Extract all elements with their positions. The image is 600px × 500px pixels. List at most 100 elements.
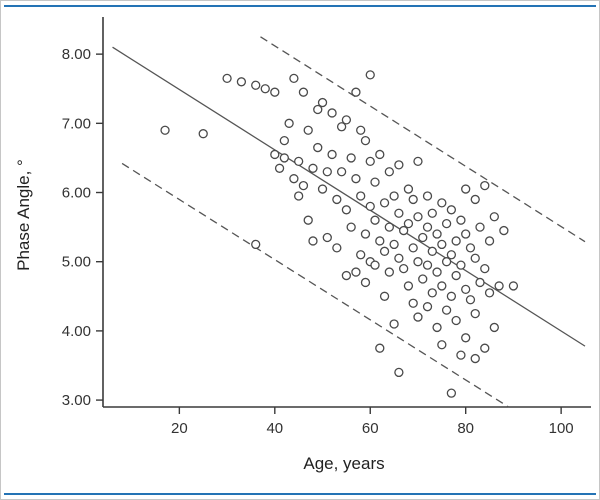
scatter-point [356, 250, 366, 260]
scatter-point [332, 194, 342, 205]
scatter-point [413, 312, 423, 322]
scatter-point [408, 298, 418, 308]
y-tick-label: 3.00 [62, 392, 91, 409]
y-tick-label: 8.00 [62, 46, 91, 63]
scatter-point [375, 236, 385, 246]
scatter-point [451, 236, 461, 246]
scatter-point [461, 229, 471, 239]
scatter-point [370, 260, 380, 270]
scatter-point [432, 267, 442, 277]
scatter-point [317, 97, 328, 108]
scatter-point [446, 388, 457, 398]
scatter-point [327, 149, 337, 160]
scatter-point [475, 277, 485, 288]
scatter-point [413, 212, 423, 222]
scatter-point [384, 267, 394, 277]
scatter-point [427, 288, 437, 298]
scatter-point [418, 232, 428, 243]
scatter-point [327, 108, 337, 118]
scatter-point [332, 243, 342, 253]
scatter-point [427, 246, 437, 256]
bottom-rule [4, 493, 596, 495]
scatter-point [298, 180, 309, 191]
chart-area: Phase Angle, ° Age, years 20 40 60 80 100 3.0… [3, 7, 597, 493]
x-tick-label: 20 [171, 420, 188, 437]
scatter-point [317, 184, 328, 194]
scatter-point [451, 315, 461, 326]
scatter-point [422, 222, 433, 232]
scatter-point [437, 198, 447, 208]
x-tick-label: 40 [266, 420, 283, 437]
scatter-point [461, 184, 471, 194]
scatter-point [418, 274, 428, 284]
scatter-point [403, 184, 414, 194]
scatter-point [341, 205, 352, 215]
scatter-point [270, 87, 280, 97]
scatter-point [365, 156, 375, 167]
x-tick-label: 60 [362, 420, 379, 437]
scatter-point [403, 281, 414, 291]
scatter-point [508, 281, 519, 291]
scatter-point [279, 153, 289, 163]
scatter-point [427, 208, 437, 218]
scatter-point [341, 115, 352, 125]
scatter-point [489, 322, 499, 333]
scatter-point [432, 322, 442, 333]
scatter-point [379, 246, 390, 256]
scatter-point [370, 215, 380, 225]
scatter-point [322, 232, 332, 243]
scatter-point [375, 343, 385, 353]
scatter-point [432, 229, 442, 239]
scatter-point [480, 343, 490, 353]
scatter-point [360, 229, 371, 239]
scatter-point [456, 260, 466, 270]
scatter-point [308, 163, 318, 173]
scatter-point [461, 333, 471, 343]
scatter-point [441, 218, 452, 229]
scatter-point [313, 142, 323, 153]
scatter-point [251, 80, 261, 90]
scatter-point [351, 174, 361, 184]
scatter-point [303, 125, 313, 135]
scatter-point [494, 281, 504, 291]
scatter-point [441, 257, 452, 267]
scatter-point [441, 305, 452, 315]
scatter-point [270, 149, 280, 160]
scatter-point [336, 167, 347, 177]
scatter-point [379, 291, 390, 301]
scatter-point [480, 263, 490, 274]
scatter-point [303, 215, 313, 225]
scatter-point [365, 70, 375, 80]
scatter-point [251, 239, 261, 250]
scatter-point [446, 291, 457, 301]
y-tick-label: 7.00 [62, 115, 91, 132]
scatter-point [399, 263, 409, 274]
scatter-point [222, 73, 232, 84]
scatter-point [437, 281, 447, 291]
scatter-point [413, 156, 423, 167]
scatter-point [484, 236, 495, 246]
scatter-point [351, 87, 361, 97]
scatter-point [422, 302, 433, 312]
scatter-point [456, 350, 466, 360]
scatter-point [365, 201, 375, 212]
scatter-point [289, 73, 299, 84]
scatter-point [461, 284, 471, 295]
scatter-point [422, 191, 433, 201]
scatter-point [456, 215, 466, 225]
scatter-point [289, 174, 299, 184]
scatter-point [346, 153, 356, 163]
scatter-point [346, 222, 356, 232]
scatter-chart: Phase Angle, ° Age, years 20 40 60 80 100 3.0… [14, 17, 591, 473]
scatter-point [294, 156, 304, 167]
scatter-point [451, 270, 461, 281]
scatter-point [446, 250, 457, 260]
scatter-point [389, 319, 399, 329]
scatter-point [313, 104, 323, 115]
scatter-point [470, 353, 480, 364]
scatter-point [384, 167, 394, 177]
scatter-point [274, 163, 285, 173]
scatter-point [489, 212, 499, 222]
scatter-point [284, 118, 294, 128]
